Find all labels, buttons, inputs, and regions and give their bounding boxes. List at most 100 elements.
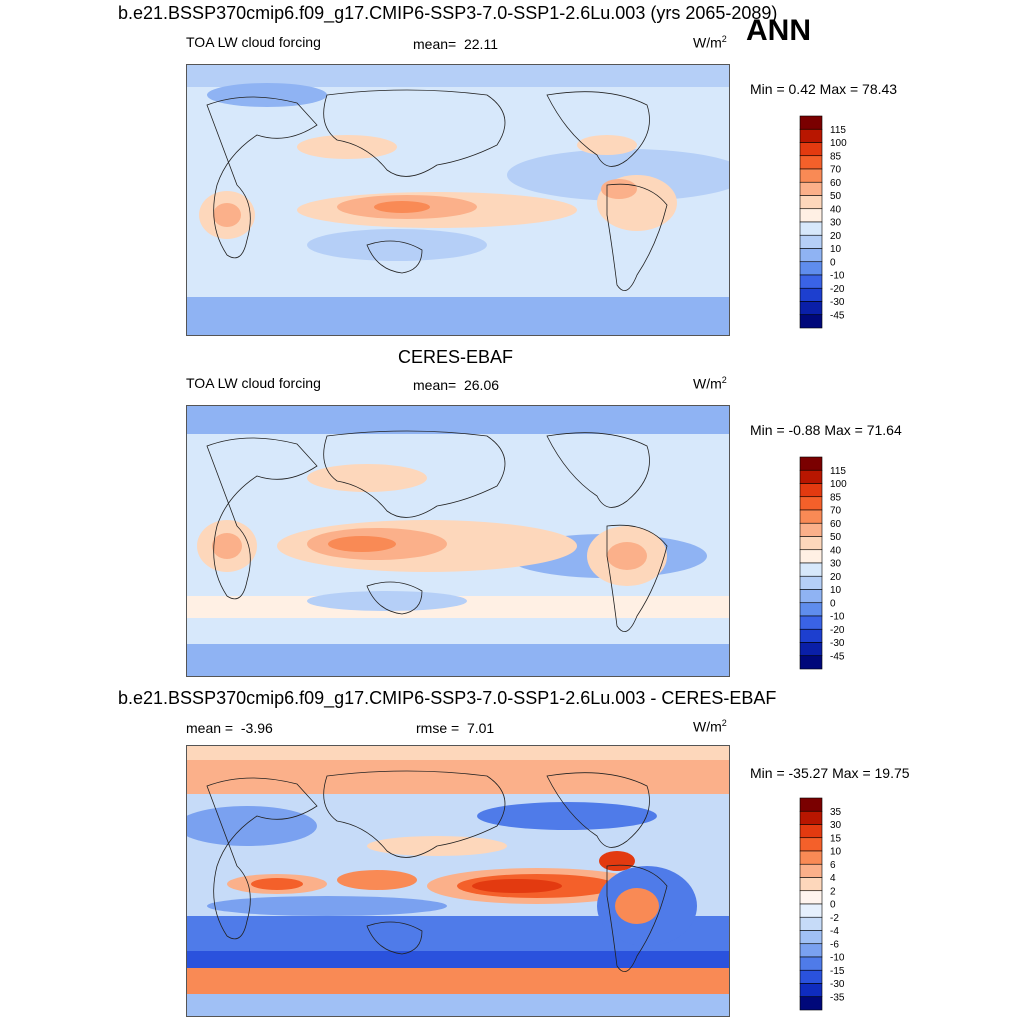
colorbar-swatch <box>799 916 823 931</box>
colorbar-swatch <box>799 195 823 210</box>
colorbar-tick-label: 30 <box>830 218 842 229</box>
colorbar-swatch <box>799 877 823 892</box>
panel1-mean-value: 22.11 <box>463 36 498 52</box>
colorbar-swatch <box>799 810 823 825</box>
colorbar-tick-label: 0 <box>830 900 836 911</box>
panel1-units-base: W/m <box>693 34 722 51</box>
colorbar-tick-label: 60 <box>830 178 842 189</box>
colorbar-swatch <box>799 234 823 249</box>
colorbar-swatch <box>799 301 823 316</box>
colorbar-swatch <box>799 456 823 471</box>
colorbar-swatch <box>799 655 823 670</box>
colorbar-tick-label: 30 <box>830 559 842 570</box>
panel2-variable: TOA LW cloud forcing <box>186 375 321 391</box>
colorbar-tick-label: -15 <box>830 966 845 977</box>
colorbar-tick-label: -6 <box>830 939 839 950</box>
colorbar-tick-label: 70 <box>830 165 842 176</box>
colorbar-tick-label: 20 <box>830 231 842 242</box>
panel1-units-exp: 2 <box>721 34 727 44</box>
panel1-mean: mean= 22.11 <box>413 36 498 52</box>
colorbar-tick-label: 20 <box>830 572 842 583</box>
colorbar-tick-label: 10 <box>830 847 842 858</box>
colorbar-swatch <box>799 509 823 524</box>
colorbar-tick-label: 2 <box>830 886 836 897</box>
panel3-mean-label: mean = <box>186 720 234 736</box>
colorbar-swatch <box>799 128 823 143</box>
colorbar-swatch <box>799 943 823 958</box>
panel2-units-exp: 2 <box>721 375 727 385</box>
colorbar-swatch <box>799 522 823 537</box>
panel3-map <box>186 745 730 1017</box>
panel1-units: W/m2 <box>693 34 727 51</box>
colorbar-swatch <box>799 469 823 484</box>
colorbar-swatch <box>799 181 823 196</box>
colorbar-tick-label: 115 <box>830 125 846 136</box>
colorbar-swatch <box>799 983 823 998</box>
colorbar-swatch <box>799 602 823 617</box>
panel3-rmse: rmse = 7.01 <box>416 720 494 736</box>
colorbar-swatch <box>799 208 823 223</box>
colorbar-swatch <box>799 628 823 643</box>
colorbar-swatch <box>799 549 823 564</box>
panel3-mean-value: -3.96 <box>240 720 273 736</box>
panel1-minmax: Min = 0.42 Max = 78.43 <box>750 81 898 97</box>
colorbar-swatch <box>799 863 823 878</box>
colorbar-swatch <box>799 642 823 657</box>
panel3-subtitle: b.e21.BSSP370cmip6.f09_g17.CMIP6-SSP3-7.… <box>118 688 777 708</box>
panel1-map <box>186 64 730 336</box>
colorbar-swatch <box>799 536 823 551</box>
colorbar-tick-label: 10 <box>830 585 842 596</box>
colorbar-tick-label: 85 <box>830 492 842 503</box>
colorbar-swatch <box>799 850 823 865</box>
colorbar-tick-label: -35 <box>830 992 845 1003</box>
panel2-units-base: W/m <box>693 375 722 392</box>
colorbar-swatch <box>799 221 823 236</box>
panel3-rmse-label: rmse = <box>416 720 460 736</box>
panel2-colorbar: 115 100 85 70 60 50 40 30 20 10 0 -10 -20 -30 -45 <box>799 456 860 670</box>
colorbar-tick-label: 40 <box>830 545 842 556</box>
colorbar-swatch <box>799 956 823 971</box>
colorbar-tick-label: 0 <box>830 257 836 268</box>
colorbar-swatch <box>799 837 823 852</box>
panel2-subtitle: CERES-EBAF <box>398 347 514 367</box>
colorbar-tick-label: -30 <box>830 979 845 990</box>
colorbar-swatch <box>799 589 823 604</box>
colorbar-tick-label: 6 <box>830 860 836 871</box>
colorbar-tick-label: 100 <box>830 479 847 490</box>
colorbar-swatch <box>799 562 823 577</box>
panel1-mean-label: mean= <box>413 36 457 52</box>
panel3-map-field <box>187 746 729 1016</box>
colorbar-swatch <box>799 615 823 630</box>
colorbar-tick-label: -4 <box>830 926 839 937</box>
panel2-mean-value: 26.06 <box>463 377 500 393</box>
colorbar-swatch <box>799 274 823 289</box>
colorbar-tick-label: -45 <box>830 651 845 662</box>
colorbar-tick-label: -30 <box>830 638 845 649</box>
colorbar-swatch <box>799 930 823 945</box>
colorbar-tick-label: 15 <box>830 833 842 844</box>
main-title: b.e21.BSSP370cmip6.f09_g17.CMIP6-SSP3-7.… <box>118 3 778 23</box>
colorbar-tick-label: 30 <box>830 820 842 831</box>
panel1-variable: TOA LW cloud forcing <box>186 34 321 50</box>
colorbar-tick-label: 50 <box>830 191 842 202</box>
colorbar-tick-label: -10 <box>830 271 845 282</box>
colorbar-swatch <box>799 797 823 812</box>
colorbar-swatch <box>799 287 823 302</box>
colorbar-tick-label: 35 <box>830 807 842 818</box>
colorbar-swatch <box>799 261 823 276</box>
colorbar-swatch <box>799 824 823 839</box>
colorbar-tick-label: 85 <box>830 151 842 162</box>
colorbar-tick-label: 0 <box>830 598 836 609</box>
colorbar-swatch <box>799 483 823 498</box>
colorbar-swatch <box>799 142 823 157</box>
colorbar-swatch <box>799 248 823 263</box>
colorbar-tick-label: -20 <box>830 284 845 295</box>
panel2-units: W/m2 <box>693 375 727 392</box>
colorbar-tick-label: 60 <box>830 519 842 530</box>
colorbar-tick-label: 10 <box>830 244 842 255</box>
colorbar-tick-label: 50 <box>830 532 842 543</box>
colorbar-tick-label: 70 <box>830 506 842 517</box>
panel2-map-field <box>187 406 729 676</box>
season-label: ANN <box>746 14 811 47</box>
